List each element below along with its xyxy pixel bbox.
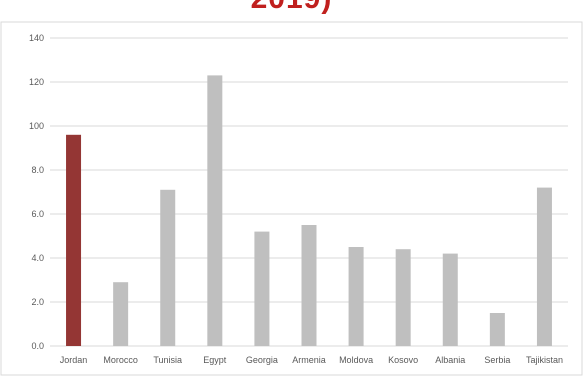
y-axis-ticks: 0.0 2.0 4.0 6.0 8.0 100 120 140	[29, 33, 44, 351]
y-tick-label: 120	[29, 77, 44, 87]
bar-jordan	[66, 134, 82, 346]
x-tick-label: Georgia	[246, 355, 278, 365]
y-tick-label: 6.0	[31, 209, 44, 219]
x-tick-label: Jordan	[60, 355, 88, 365]
bar-georgia	[254, 231, 270, 346]
x-tick-label: Tunisia	[153, 355, 182, 365]
x-tick-label: Moldova	[339, 355, 373, 365]
plot-border	[0, 21, 583, 376]
y-tick-label: 4.0	[31, 253, 44, 263]
bar-tunisia	[160, 189, 176, 346]
chart-title: 2019)	[0, 0, 583, 16]
x-tick-label: Albania	[435, 355, 465, 365]
bar-armenia	[301, 225, 317, 346]
bar-moldova	[348, 247, 364, 346]
x-axis-ticks: Jordan Morocco Tunisia Egypt Georgia Armenia M…	[60, 355, 563, 365]
bar-egypt	[207, 75, 223, 347]
x-tick-label: Egypt	[203, 355, 227, 365]
y-tick-label: 8.0	[31, 165, 44, 175]
y-tick-label: 0.0	[31, 341, 44, 351]
bar-serbia	[489, 313, 505, 346]
y-tick-label: 100	[29, 121, 44, 131]
bar-morocco	[113, 282, 129, 346]
bar-albania	[442, 253, 458, 346]
x-tick-label: Tajikistan	[526, 355, 563, 365]
bars	[66, 75, 552, 347]
x-tick-label: Kosovo	[388, 355, 418, 365]
y-tick-label: 140	[29, 33, 44, 43]
bar-kosovo	[395, 249, 411, 346]
x-tick-label: Armenia	[292, 355, 326, 365]
x-tick-label: Morocco	[103, 355, 138, 365]
y-tick-label: 2.0	[31, 297, 44, 307]
bar-tajikistan	[536, 187, 552, 346]
x-tick-label: Serbia	[484, 355, 510, 365]
